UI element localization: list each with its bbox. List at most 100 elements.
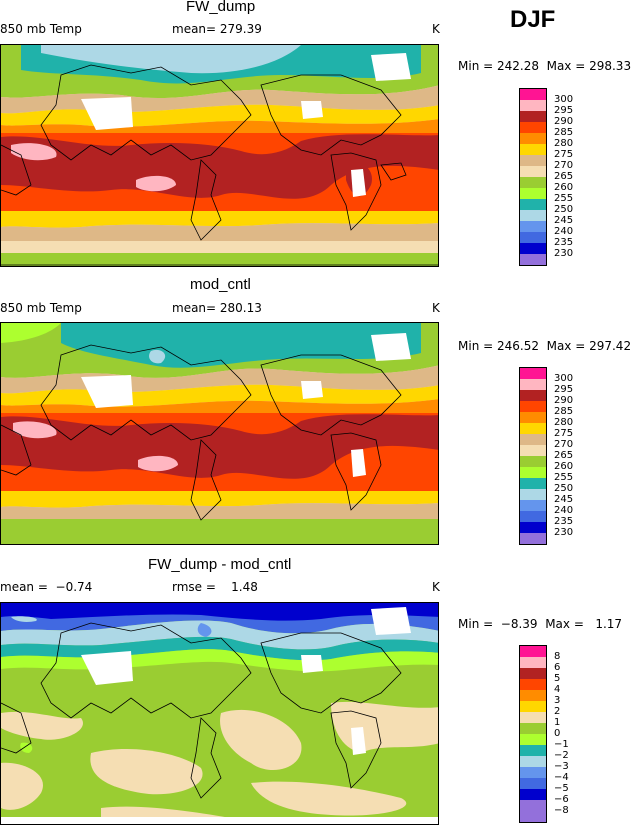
colorbar-tick-label: 230 bbox=[554, 248, 574, 259]
colorbar-tick-label: 4 bbox=[554, 684, 561, 695]
colorbar-swatch bbox=[520, 133, 546, 144]
colorbar-swatch bbox=[520, 166, 546, 177]
colorbar-swatch bbox=[520, 467, 546, 478]
colorbar-tick-label: 245 bbox=[554, 215, 574, 226]
colorbar-tick-label: 280 bbox=[554, 138, 574, 149]
colorbar-tick-label: 295 bbox=[554, 384, 574, 395]
colorbar-tick-label: 0 bbox=[554, 728, 561, 739]
panel2-variable-label: 850 mb Temp bbox=[0, 301, 82, 315]
colorbar-swatch bbox=[520, 533, 546, 544]
colorbar-swatch bbox=[520, 379, 546, 390]
colorbar-swatch bbox=[520, 745, 546, 756]
panel3-minmax-label: Min = −8.39 Max = 1.17 bbox=[458, 617, 623, 631]
colorbar-tick-label: 275 bbox=[554, 428, 574, 439]
colorbar-tick-label: 290 bbox=[554, 116, 574, 127]
colorbar-tick-label: 5 bbox=[554, 673, 561, 684]
colorbar-swatch bbox=[520, 701, 546, 712]
colorbar-tick-label: 300 bbox=[554, 373, 574, 384]
colorbar-tick-label: −4 bbox=[554, 772, 569, 783]
colorbar-tick-label: −6 bbox=[554, 794, 569, 805]
colorbar-swatch bbox=[520, 811, 546, 822]
colorbar-swatch bbox=[520, 522, 546, 533]
panel1-colorbar bbox=[519, 88, 547, 266]
colorbar-swatch bbox=[520, 646, 546, 657]
colorbar-swatch bbox=[520, 100, 546, 111]
colorbar-swatch bbox=[520, 221, 546, 232]
colorbar-swatch bbox=[520, 423, 546, 434]
colorbar-tick-label: 250 bbox=[554, 483, 574, 494]
colorbar-swatch bbox=[520, 243, 546, 254]
colorbar-tick-label: 235 bbox=[554, 516, 574, 527]
panel3-mean-label: mean = −0.74 bbox=[0, 580, 93, 594]
colorbar-tick-label: 240 bbox=[554, 505, 574, 516]
colorbar-swatch bbox=[520, 412, 546, 423]
panel1-title: FW_dump bbox=[186, 0, 256, 15]
colorbar-swatch bbox=[520, 368, 546, 379]
colorbar-swatch bbox=[520, 199, 546, 210]
colorbar-tick-label: −1 bbox=[554, 739, 569, 750]
colorbar-tick-label: 6 bbox=[554, 662, 561, 673]
panel1-variable-label: 850 mb Temp bbox=[0, 22, 82, 36]
colorbar-tick-label: 230 bbox=[554, 527, 574, 538]
panel1-units-label: K bbox=[432, 22, 440, 36]
panel2-minmax-label: Min = 246.52 Max = 297.42 bbox=[458, 339, 632, 353]
colorbar-swatch bbox=[520, 401, 546, 412]
panel2-title: mod_cntl bbox=[190, 276, 251, 293]
colorbar-swatch bbox=[520, 511, 546, 522]
colorbar-tick-label: −8 bbox=[554, 805, 569, 816]
colorbar-swatch bbox=[520, 756, 546, 767]
colorbar-tick-label: 265 bbox=[554, 450, 574, 461]
colorbar-swatch bbox=[520, 778, 546, 789]
colorbar-swatch bbox=[520, 723, 546, 734]
colorbar-tick-label: 8 bbox=[554, 651, 561, 662]
colorbar-swatch bbox=[520, 734, 546, 745]
colorbar-tick-label: 265 bbox=[554, 171, 574, 182]
colorbar-tick-label: 280 bbox=[554, 417, 574, 428]
colorbar-swatch bbox=[520, 679, 546, 690]
colorbar-swatch bbox=[520, 254, 546, 265]
colorbar-tick-label: 260 bbox=[554, 182, 574, 193]
colorbar-swatch bbox=[520, 800, 546, 811]
colorbar-swatch bbox=[520, 489, 546, 500]
colorbar-swatch bbox=[520, 122, 546, 133]
colorbar-tick-label: 1 bbox=[554, 717, 561, 728]
colorbar-tick-label: 235 bbox=[554, 237, 574, 248]
colorbar-tick-label: 270 bbox=[554, 160, 574, 171]
colorbar-swatch bbox=[520, 657, 546, 668]
colorbar-tick-label: 240 bbox=[554, 226, 574, 237]
panel2-colorbar bbox=[519, 367, 547, 545]
colorbar-swatch bbox=[520, 188, 546, 199]
colorbar-swatch bbox=[520, 177, 546, 188]
colorbar-tick-label: 2 bbox=[554, 706, 561, 717]
colorbar-swatch bbox=[520, 390, 546, 401]
colorbar-tick-label: 285 bbox=[554, 406, 574, 417]
colorbar-swatch bbox=[520, 789, 546, 800]
colorbar-tick-label: 255 bbox=[554, 193, 574, 204]
panel3-units-label: K bbox=[432, 580, 440, 594]
colorbar-tick-label: 295 bbox=[554, 105, 574, 116]
colorbar-swatch bbox=[520, 434, 546, 445]
colorbar-swatch bbox=[520, 712, 546, 723]
colorbar-tick-label: 250 bbox=[554, 204, 574, 215]
colorbar-tick-label: 260 bbox=[554, 461, 574, 472]
panel1-temperature-map bbox=[0, 44, 439, 267]
colorbar-swatch bbox=[520, 668, 546, 679]
colorbar-swatch bbox=[520, 445, 546, 456]
colorbar-swatch bbox=[520, 111, 546, 122]
panel3-title: FW_dump - mod_cntl bbox=[148, 556, 292, 573]
colorbar-swatch bbox=[520, 210, 546, 221]
colorbar-tick-label: 3 bbox=[554, 695, 561, 706]
colorbar-swatch bbox=[520, 767, 546, 778]
colorbar-tick-label: 285 bbox=[554, 127, 574, 138]
colorbar-swatch bbox=[520, 89, 546, 100]
season-label: DJF bbox=[510, 6, 556, 33]
colorbar-tick-label: −3 bbox=[554, 761, 569, 772]
colorbar-swatch bbox=[520, 232, 546, 243]
panel3-rmse-label: rmse = 1.48 bbox=[172, 580, 258, 594]
colorbar-tick-label: 275 bbox=[554, 149, 574, 160]
colorbar-tick-label: 270 bbox=[554, 439, 574, 450]
panel3-colorbar bbox=[519, 645, 547, 823]
colorbar-tick-label: −2 bbox=[554, 750, 569, 761]
colorbar-tick-label: −5 bbox=[554, 783, 569, 794]
colorbar-swatch bbox=[520, 500, 546, 511]
